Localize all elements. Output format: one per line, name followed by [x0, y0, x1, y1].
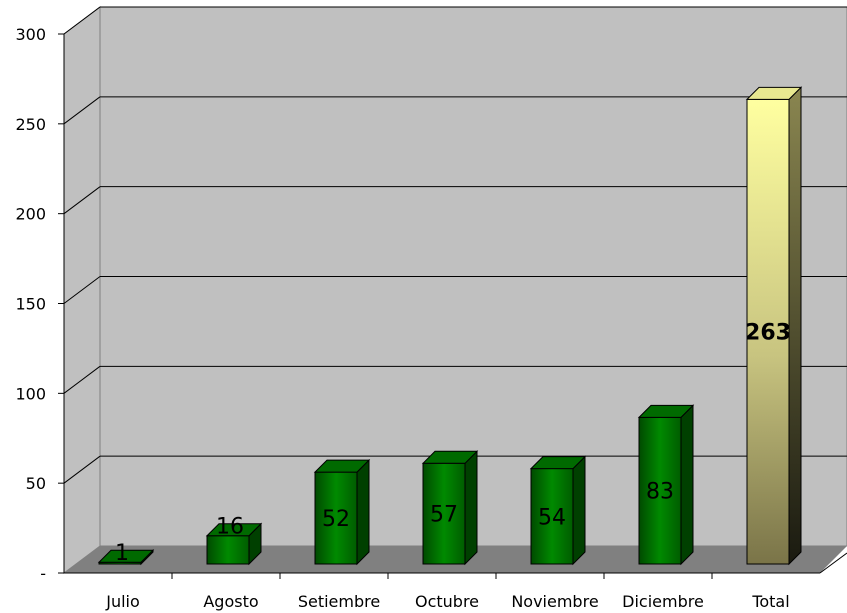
x-tick-label: Octubre [415, 592, 479, 611]
bar [206, 535, 250, 565]
bar-top [97, 549, 155, 563]
y-tick-label: 300 [15, 25, 46, 44]
y-tick-label: 150 [15, 295, 46, 314]
bar-side [572, 455, 586, 566]
bar-top [529, 456, 587, 470]
bar-side [356, 458, 370, 566]
x-axis-depth-line [819, 552, 847, 574]
bar [314, 471, 358, 565]
axes: - 50 100 150 200 250 300 Julio Agosto Setiembre Oc… [15, 25, 847, 611]
data-labels: 1 16 52 57 54 83 263 [115, 321, 791, 567]
x-tick-label: Agosto [203, 592, 258, 611]
bar-top [313, 459, 371, 473]
gridline-side [63, 6, 101, 35]
gridline-side [63, 276, 101, 304]
gridline-side [63, 96, 101, 125]
bar [422, 462, 466, 565]
data-label: 54 [538, 505, 566, 530]
bar-top [745, 86, 803, 100]
data-label: 52 [322, 507, 350, 532]
bar [638, 416, 682, 565]
bar-top [421, 450, 479, 464]
data-label: 263 [745, 321, 791, 346]
y-tick-label: 200 [15, 205, 46, 224]
bar-top [637, 404, 695, 418]
data-label: 1 [115, 541, 129, 566]
data-label: 83 [646, 480, 674, 505]
x-tick-label: Julio [105, 592, 140, 611]
gridline-side [63, 186, 101, 215]
x-tick-label: Noviembre [511, 592, 598, 611]
bar-side [464, 450, 478, 566]
y-tick-label: 50 [26, 474, 46, 493]
gridline-side [63, 455, 101, 484]
bar-side [680, 404, 694, 566]
data-label: 16 [216, 515, 244, 540]
bar-top [205, 523, 263, 537]
y-tick-label: - [40, 564, 46, 583]
bars [97, 86, 803, 566]
x-tick-label: Total [751, 592, 789, 611]
x-tick-label: Diciembre [622, 592, 704, 611]
y-tick-label: 100 [15, 384, 46, 403]
y-tick-label: 250 [15, 115, 46, 134]
x-tick-label: Setiembre [298, 592, 380, 611]
bar [530, 468, 574, 565]
gridline-side [63, 365, 101, 394]
data-label: 57 [430, 503, 458, 528]
